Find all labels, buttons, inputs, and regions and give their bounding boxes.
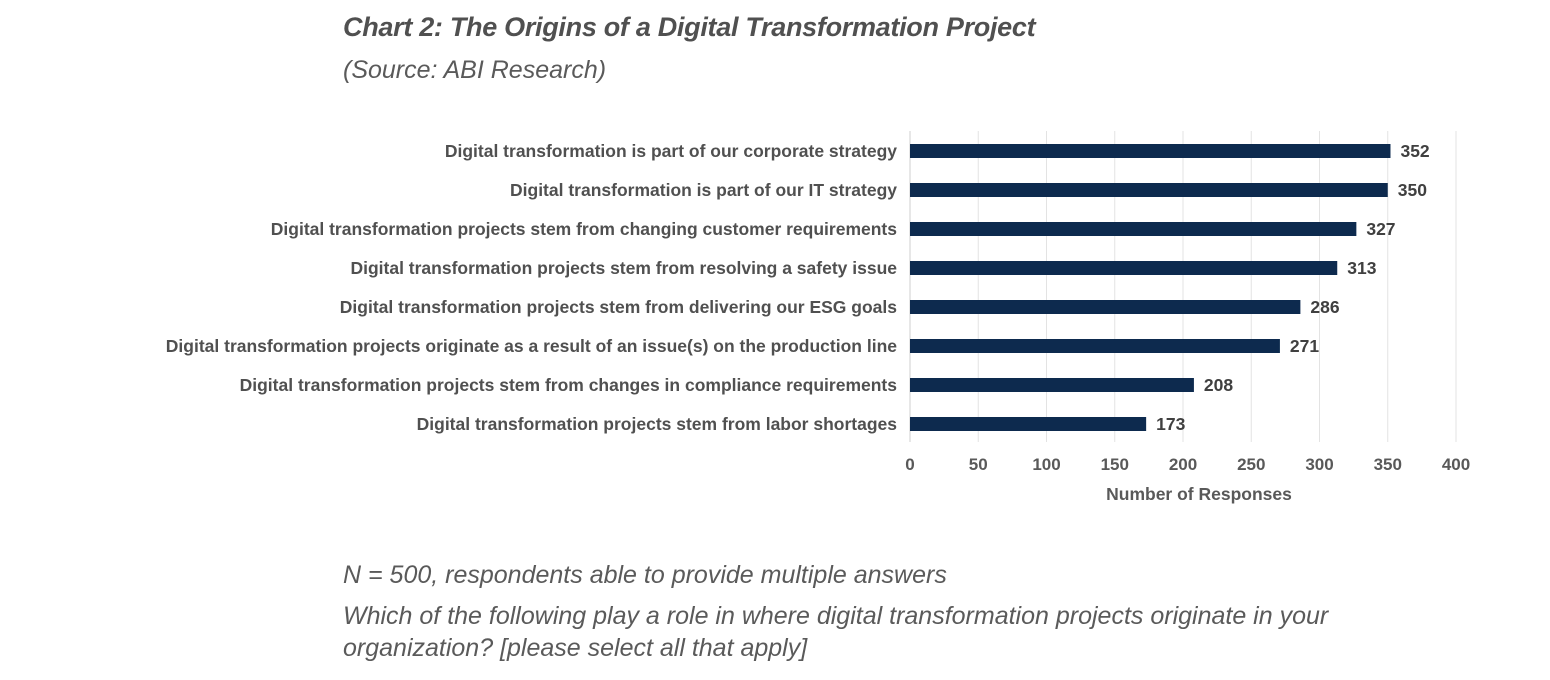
category-label: Digital transformation is part of our co… [445, 141, 897, 161]
x-tick-label: 300 [1305, 455, 1333, 474]
data-label: 271 [1290, 336, 1319, 356]
data-label: 208 [1204, 375, 1233, 395]
category-label: Digital transformation projects stem fro… [417, 414, 898, 434]
sample-note: N = 500, respondents able to provide mul… [343, 561, 947, 589]
bar [910, 222, 1357, 236]
chart-source: (Source: ABI Research) [343, 56, 607, 84]
survey-question: Which of the following play a role in wh… [343, 602, 1329, 662]
x-tick-label: 100 [1032, 455, 1060, 474]
category-label: Digital transformation projects stem fro… [350, 258, 897, 278]
bar [910, 300, 1301, 314]
x-tick-label: 250 [1237, 455, 1265, 474]
bar [910, 417, 1147, 431]
x-axis-label: Number of Responses [1106, 484, 1292, 504]
x-tick-label: 150 [1101, 455, 1129, 474]
category-label: Digital transformation is part of our IT… [510, 180, 897, 200]
bar [910, 339, 1280, 353]
bars [910, 144, 1391, 431]
category-label: Digital transformation projects stem fro… [240, 375, 898, 395]
category-label: Digital transformation projects stem fro… [271, 219, 897, 239]
x-tick-label: 350 [1374, 455, 1402, 474]
bar [910, 144, 1391, 158]
x-tick-label: 400 [1442, 455, 1470, 474]
x-tick-label: 0 [905, 455, 914, 474]
data-label: 352 [1400, 141, 1429, 161]
data-label: 327 [1366, 219, 1395, 239]
bar [910, 183, 1388, 197]
data-label: 173 [1156, 414, 1185, 434]
data-label: 350 [1398, 180, 1427, 200]
data-label: 286 [1310, 297, 1339, 317]
x-tick-label: 50 [969, 455, 988, 474]
x-tick-label: 200 [1169, 455, 1197, 474]
chart-title: Chart 2: The Origins of a Digital Transf… [343, 12, 1036, 42]
category-label: Digital transformation projects originat… [166, 336, 897, 356]
gridlines [909, 131, 1457, 442]
bar [910, 378, 1194, 392]
data-label: 313 [1347, 258, 1376, 278]
category-label: Digital transformation projects stem fro… [340, 297, 897, 317]
category-labels: Digital transformation is part of our co… [166, 141, 897, 434]
bar [910, 261, 1338, 275]
x-axis-ticks: 0 50 100 150 200 250 300 350 400 [905, 455, 1470, 474]
